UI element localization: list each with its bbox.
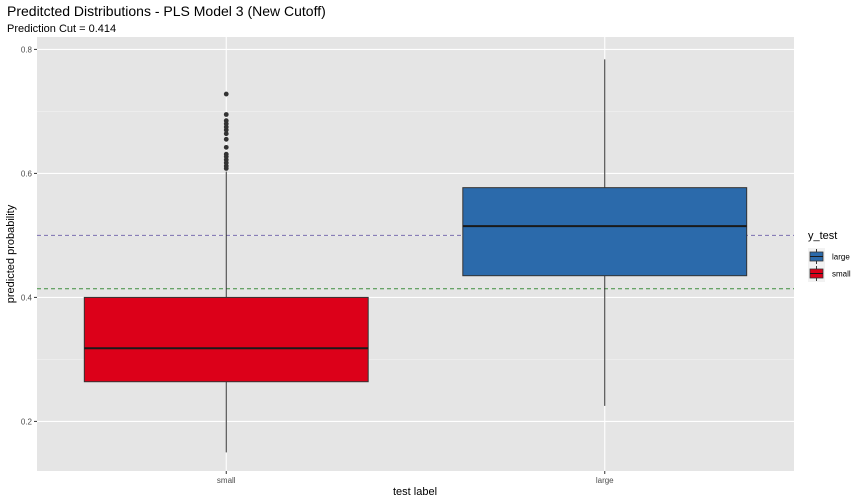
outlier-point (223, 112, 229, 117)
outlier-point (223, 131, 229, 137)
outlier-point (223, 151, 229, 157)
y-axis: 0.2 0.4 0.6 0.8 (21, 45, 37, 426)
y-tick-label: 0.2 (21, 417, 33, 426)
box-large (462, 59, 748, 406)
y-tick-label: 0.8 (21, 45, 33, 54)
y-axis-title: predicted probability (5, 204, 17, 303)
outlier-point (223, 118, 229, 124)
legend: y_test large small (808, 230, 851, 282)
box-small (83, 91, 369, 453)
box-body (462, 187, 748, 277)
legend-entries: large small (808, 248, 851, 282)
x-tick-label: large (596, 476, 614, 485)
x-axis: small large (217, 471, 614, 485)
x-tick-label: small (217, 476, 236, 485)
chart-title: Preditcted Distributions - PLS Model 3 (… (7, 3, 326, 19)
y-tick-label: 0.4 (21, 293, 33, 302)
chart-subtitle: Prediction Cut = 0.414 (7, 23, 116, 35)
legend-entry-small: small (808, 265, 851, 282)
outlier-point (223, 144, 229, 150)
y-tick-label: 0.6 (21, 169, 33, 178)
outlier-point (223, 91, 229, 97)
box-body (83, 296, 369, 383)
legend-label: large (832, 253, 850, 262)
x-axis-title: test label (393, 486, 437, 498)
outlier-point (223, 136, 229, 142)
legend-entry-large: large (808, 248, 850, 265)
legend-title: y_test (808, 230, 837, 242)
legend-label: small (832, 270, 851, 279)
boxes (83, 59, 748, 453)
